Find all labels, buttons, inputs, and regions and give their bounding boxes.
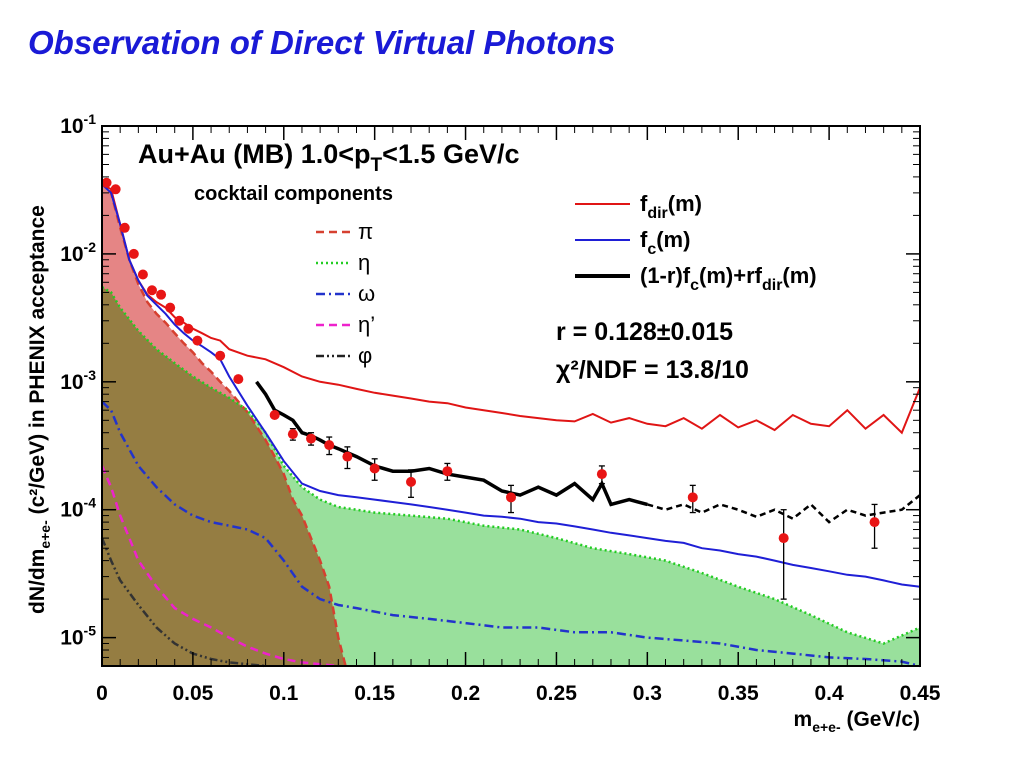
data-point [165,302,176,313]
axes: 0 0.05 0.1 0.15 0.2 0.25 0.3 0.35 0.4 0.45 10-1 10-… [60,111,941,705]
fill-overlap [102,287,346,666]
legend-series-label: fdir(m) [640,191,702,222]
x-tick-label: 0.15 [354,682,395,705]
component-line-phi [100,537,266,668]
x-tick-label: 0.3 [633,682,662,705]
data-point [233,374,244,385]
y-tick-label: 10-4 [60,495,96,522]
plot-frame [101,125,921,667]
legend-component-label: π [358,219,373,244]
series-line-combined [255,380,648,507]
y-tick-label: 10-1 [60,111,96,138]
data-point [215,350,226,361]
legend-series-label: (1-r)fc(m)+rfdir(m) [640,263,817,294]
component-line-omega [101,400,921,668]
data-point [324,440,335,451]
data-point [192,335,203,346]
data-point [146,285,157,296]
y-tick-label: 10-5 [60,623,96,650]
data-points [101,177,880,600]
data-point [128,248,139,259]
data-point [287,429,298,440]
slide-title: Observation of Direct Virtual Photons [28,24,616,61]
fit-result: r = 0.128±0.015 [556,318,733,346]
legend-component-label: η’ [358,312,375,337]
legend-component-label: φ [358,343,372,368]
series-line-f_c [101,183,921,588]
component-lines [100,178,921,668]
plot-subtitle: cocktail components [194,183,393,205]
data-point [174,315,185,326]
y-tick-label: 10-2 [60,239,96,266]
y-tick-label: 10-3 [60,367,96,394]
labels: me+e- (GeV/c) dN/dme+e- (c²/GeV) in PHENI… [26,139,920,735]
component-line-eta [101,286,921,645]
data-point [596,469,607,480]
legend-series-label: fc(m) [640,227,690,258]
x-tick-label: 0.1 [269,682,299,705]
legends: πηω η’ φ fdir(m) fc(m) (1-r)fc(m)+rfdir(m) [316,191,817,368]
data-point [306,433,317,444]
x-tick-label: 0.45 [900,682,941,705]
y-axis-label: dN/dme+e- (c²/GeV) in PHENIX acceptance [26,205,53,614]
x-tick-label: 0 [96,682,108,705]
data-point [406,476,417,487]
data-point [183,323,194,334]
data-point [137,269,148,280]
data-point [119,222,130,233]
legend-component-label: η [358,250,370,275]
plot-title: Au+Au (MB) 1.0<pT<1.5 GeV/c [138,139,520,176]
data-point [101,177,112,188]
x-tick-label: 0.4 [815,682,845,705]
data-point [687,492,698,503]
data-point [369,463,380,474]
component-line-pi [100,178,347,667]
x-tick-label: 0.05 [172,682,213,705]
data-point [269,410,280,421]
component-line-eta_prime [100,465,339,668]
data-point [778,533,789,544]
data-point [869,517,880,528]
chi2-result: χ²/NDF = 13.8/10 [556,356,749,384]
data-point [110,184,121,195]
x-tick-label: 0.2 [451,682,480,705]
x-tick-label: 0.35 [718,682,759,705]
x-tick-label: 0.25 [536,682,577,705]
x-axis-label: me+e- (GeV/c) [794,708,920,735]
data-point [442,466,453,477]
legend-component-label: ω [358,281,375,306]
data-point [506,492,516,503]
data-point [342,451,353,462]
data-point [156,289,167,300]
